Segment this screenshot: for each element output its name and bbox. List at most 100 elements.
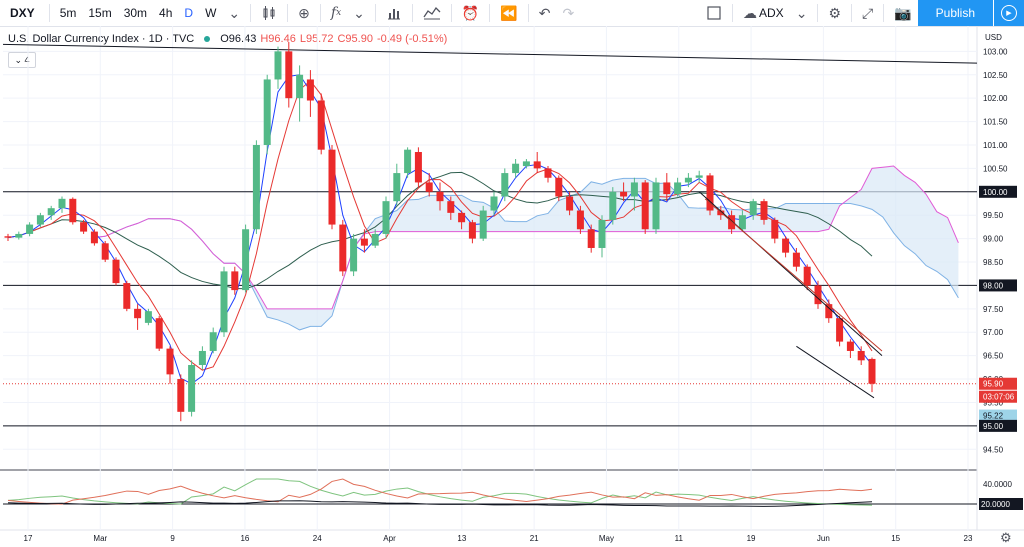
candle[interactable] [771,217,779,244]
candle[interactable] [404,147,412,178]
layout-square-icon[interactable] [700,0,728,26]
candle[interactable] [198,346,206,370]
candle[interactable] [47,205,55,220]
channel-upper-line[interactable] [698,191,883,357]
candle[interactable] [263,74,271,155]
candle[interactable] [123,280,131,312]
cloud-icon[interactable]: ☁ [743,4,758,21]
candle[interactable] [684,173,692,188]
timeframe-15m[interactable]: 15m [88,6,112,20]
candle[interactable] [544,166,552,183]
candle[interactable] [4,233,12,241]
timeframe-5m[interactable]: 5m [59,6,77,20]
candle[interactable] [479,205,487,241]
candle[interactable] [393,163,401,206]
candle[interactable] [188,360,196,417]
candle[interactable] [69,197,77,225]
candle[interactable] [663,173,671,202]
compare-plus-icon[interactable]: ⊕ [298,4,310,21]
candle[interactable] [36,212,44,227]
candle[interactable] [738,210,746,232]
chart-settings-gear-icon[interactable]: ⚙ [1000,530,1012,545]
candle-style-icon[interactable] [255,0,283,26]
candle[interactable] [144,308,152,326]
candle[interactable] [371,229,379,248]
candle[interactable] [857,346,865,366]
chevron-down-icon[interactable]: ⌄ [353,4,365,21]
candle[interactable] [231,266,239,295]
candle[interactable] [90,229,98,246]
candle[interactable] [846,339,854,358]
candle[interactable] [825,299,833,323]
timeframe-30m[interactable]: 30m [123,6,148,20]
candle[interactable] [868,357,876,393]
candle[interactable] [695,170,703,183]
candle[interactable] [80,219,88,234]
candle[interactable] [792,247,800,272]
candle[interactable] [566,191,574,216]
candle[interactable] [15,231,23,240]
candle[interactable] [522,159,530,169]
candle[interactable] [598,215,606,258]
camera-icon[interactable]: 📷 [894,4,912,21]
candle[interactable] [814,280,822,309]
redo-icon[interactable]: ↷ [562,4,575,21]
channel-red-line[interactable] [704,198,883,352]
publish-button[interactable]: Publish [917,0,993,26]
settings-gear-icon[interactable]: ⚙ [828,4,841,21]
candle[interactable] [350,233,358,277]
candle[interactable] [209,327,217,354]
candle[interactable] [317,93,325,155]
candle[interactable] [674,177,682,197]
candle[interactable] [836,315,844,347]
candle[interactable] [328,144,336,230]
candle[interactable] [414,147,422,188]
candle[interactable] [339,219,347,277]
trend-line-top[interactable] [2,43,978,64]
candle[interactable] [468,219,476,244]
timeframe-4h[interactable]: 4h [159,6,173,20]
indicator-toggle[interactable]: ⌄ 4 [8,52,36,68]
fullscreen-icon[interactable]: ⤢ [862,4,874,21]
candle[interactable] [382,196,390,239]
alert-clock-icon[interactable]: ⏰ [461,4,480,21]
candle[interactable] [555,175,563,202]
candle[interactable] [306,70,314,117]
replay-rewind-icon[interactable]: ⏪ [500,4,518,21]
chevron-down-icon[interactable]: ⌄ [228,4,241,21]
candle[interactable] [490,191,498,216]
candle[interactable] [782,236,790,258]
candle[interactable] [652,177,660,234]
candle[interactable] [296,65,304,122]
candle[interactable] [101,240,109,263]
candle[interactable] [609,187,617,225]
candle[interactable] [155,315,163,351]
candle[interactable] [630,177,638,211]
candle[interactable] [220,266,228,337]
candle[interactable] [706,173,714,216]
compare-symbol-label[interactable]: ADX [759,6,784,20]
candle[interactable] [58,196,66,213]
candle[interactable] [458,210,466,230]
candle[interactable] [360,229,368,253]
candle[interactable] [252,140,260,234]
candle[interactable] [749,198,757,220]
candle[interactable] [177,374,185,422]
play-button[interactable]: ▶ [993,0,1024,26]
chevron-down-icon[interactable]: ⌄ [795,4,808,21]
candle[interactable] [620,182,628,202]
undo-icon[interactable]: ↶ [538,4,551,21]
candle[interactable] [425,173,433,197]
candle[interactable] [447,196,455,220]
candle[interactable] [242,224,250,293]
timeframe-d[interactable]: D [184,6,194,20]
candle[interactable] [641,180,649,234]
financials-icon[interactable] [380,0,408,26]
candle[interactable] [501,168,509,202]
templates-icon[interactable] [417,0,447,26]
candle[interactable] [166,346,174,384]
timeframe-w[interactable]: W [205,6,217,20]
candle[interactable] [134,304,142,330]
